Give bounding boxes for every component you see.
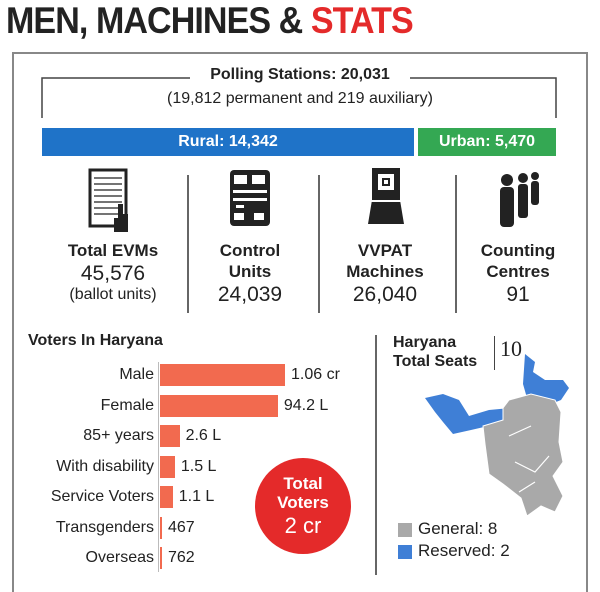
general-legend: General: 8 [418,519,498,538]
bar [160,516,162,539]
divider [187,175,189,313]
title-text: MEN, MACHINES & [6,0,311,41]
seats-title-line: Total Seats [393,353,478,370]
seats-title: Haryana Total Seats [393,333,477,371]
bar [160,394,278,417]
divider [375,335,377,575]
bar-value: 1.1 L [178,488,215,505]
bar [160,425,180,447]
bar-label: Female [100,396,154,414]
bar-row: Service Voters 1.1 L [5,485,214,509]
bar-label: Service Voters [50,488,154,505]
bar-row: Male 1.06 cr [5,363,340,387]
stat-label: Units [228,262,272,281]
stat-control-units: Control Units 24,039 [185,240,315,307]
axis-line [158,362,159,572]
bar [160,486,173,508]
bar [160,547,162,569]
reserved-legend: Reserved: 2 [418,541,510,560]
stat-value: 26,040 [352,283,418,306]
stat-value: 24,039 [217,283,283,306]
frame [12,52,588,592]
bar [160,364,285,386]
bar-label: Male [119,366,154,383]
stat-note: (ballot units) [69,286,157,303]
evm-icon [88,168,128,232]
voters-chart: Male 1.06 cr Female 94.2 L 85+ years 2.6 L Wit… [5,0,365,586]
bar-value: 2.6 L [185,427,222,444]
general-swatch [398,523,412,537]
stat-label: Control [219,241,281,260]
rural-bar: Rural: 14,342 [42,128,414,156]
bar-value: 94.2 L [283,396,329,414]
bar-row: 85+ years 2.6 L [5,424,221,448]
title-accent: STATS [310,0,414,41]
bar-value: 1.5 L [180,457,217,475]
bar-label: 85+ years [83,427,154,444]
polling-subtitle: (19,812 permanent and 219 auxiliary) [167,90,433,107]
bar-label: Transgenders [55,518,154,536]
reserved-swatch [398,545,412,559]
vvpat-icon [368,168,404,224]
seats-total: 10 [500,336,522,361]
bar-row: Female 94.2 L [5,394,328,418]
divider [318,175,320,313]
bracket [41,77,557,118]
total-label: Voters [277,493,329,512]
bar-row: Overseas 762 [5,546,195,570]
bar-row: With disability 1.5 L [5,455,216,479]
stat-label: Machines [346,262,424,281]
total-value: 2 cr [284,513,322,538]
bar-row: Transgenders 467 [5,516,195,540]
divider [455,175,457,313]
voters-title: Voters In Haryana [28,332,163,349]
bar-value: 467 [168,518,195,536]
stat-vvpat: VVPAT Machines 26,040 [320,240,450,307]
control-unit-icon [230,170,270,226]
stat-label: Counting [480,241,556,260]
seats-title-line: Haryana [393,334,457,351]
bar [160,455,175,478]
bar-value: 1.06 cr [291,366,340,383]
haryana-map [425,354,569,517]
polling-title: Polling Stations: 20,031 [210,66,390,83]
bar-label: With disability [56,457,154,475]
total-voters-badge: Total Voters 2 cr [255,458,351,554]
bar-label: Overseas [85,549,154,566]
people-icon [500,172,539,227]
stat-value: 91 [506,283,530,306]
divider [494,336,495,370]
urban-bar: Urban: 5,470 [418,128,556,156]
total-label: Total [283,474,323,493]
stat-label: Centres [486,262,550,281]
page-title: MEN, MACHINES & STATS [6,0,414,42]
stat-counting-centres: Counting Centres 91 [453,240,583,307]
stat-total-evms: Total EVMs 45,576 (ballot units) [48,240,178,304]
stat-label: Total EVMs [67,241,159,260]
stat-label: VVPAT [357,241,413,260]
bar-value: 762 [168,549,195,566]
stat-value: 45,576 [80,262,146,285]
